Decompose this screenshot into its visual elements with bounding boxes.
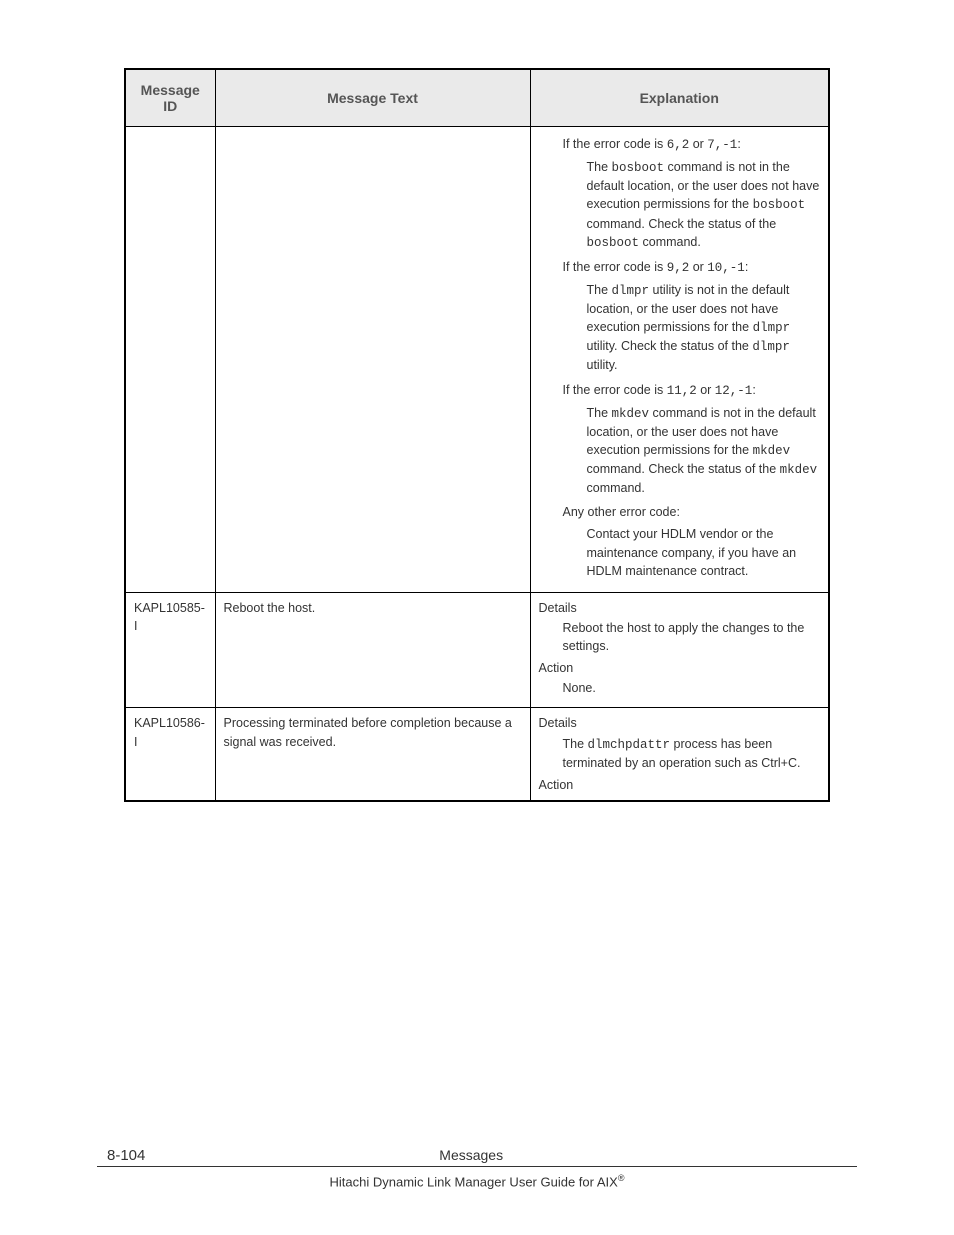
col-header-exp: Explanation: [530, 69, 829, 127]
exp-line: If the error code is 11,2 or 12,-1:: [539, 381, 821, 400]
cell-id: [125, 127, 215, 593]
cell-id: KAPL10586-I: [125, 708, 215, 801]
section-title: Messages: [439, 1147, 503, 1163]
exp-indent: Contact your HDLM vendor or the maintena…: [539, 525, 821, 579]
cell-exp: If the error code is 6,2 or 7,-1: The bo…: [530, 127, 829, 593]
exp-indent: The mkdev command is not in the default …: [539, 404, 821, 498]
cell-id: KAPL10585-I: [125, 592, 215, 708]
exp-indent: The dlmpr utility is not in the default …: [539, 281, 821, 375]
cell-exp: Details Reboot the host to apply the cha…: [530, 592, 829, 708]
cell-text: Processing terminated before completion …: [215, 708, 530, 801]
exp-label: Details: [539, 599, 821, 617]
exp-label: Action: [539, 659, 821, 677]
exp-indent: Reboot the host to apply the changes to …: [539, 619, 821, 655]
exp-line: Any other error code:: [539, 503, 821, 521]
table-row: KAPL10585-I Reboot the host. Details Reb…: [125, 592, 829, 708]
table-header-row: Message ID Message Text Explanation: [125, 69, 829, 127]
exp-line: If the error code is 6,2 or 7,-1:: [539, 135, 821, 154]
exp-indent: The dlmchpdattr process has been termina…: [539, 735, 821, 772]
messages-table: Message ID Message Text Explanation If t…: [124, 68, 830, 802]
cell-text: [215, 127, 530, 593]
col-header-text: Message Text: [215, 69, 530, 127]
table-row: If the error code is 6,2 or 7,-1: The bo…: [125, 127, 829, 593]
cell-exp: Details The dlmchpdattr process has been…: [530, 708, 829, 801]
page-footer: 8-104 Messages Hitachi Dynamic Link Mana…: [0, 1147, 954, 1189]
page-number: 8-104: [97, 1147, 145, 1164]
guide-title: Hitachi Dynamic Link Manager User Guide …: [0, 1173, 954, 1189]
exp-indent: None.: [539, 679, 821, 697]
col-header-id: Message ID: [125, 69, 215, 127]
exp-label: Details: [539, 714, 821, 732]
table-row: KAPL10586-I Processing terminated before…: [125, 708, 829, 801]
exp-line: If the error code is 9,2 or 10,-1:: [539, 258, 821, 277]
cell-text: Reboot the host.: [215, 592, 530, 708]
exp-label: Action: [539, 776, 821, 794]
exp-indent: The bosboot command is not in the defaul…: [539, 158, 821, 252]
